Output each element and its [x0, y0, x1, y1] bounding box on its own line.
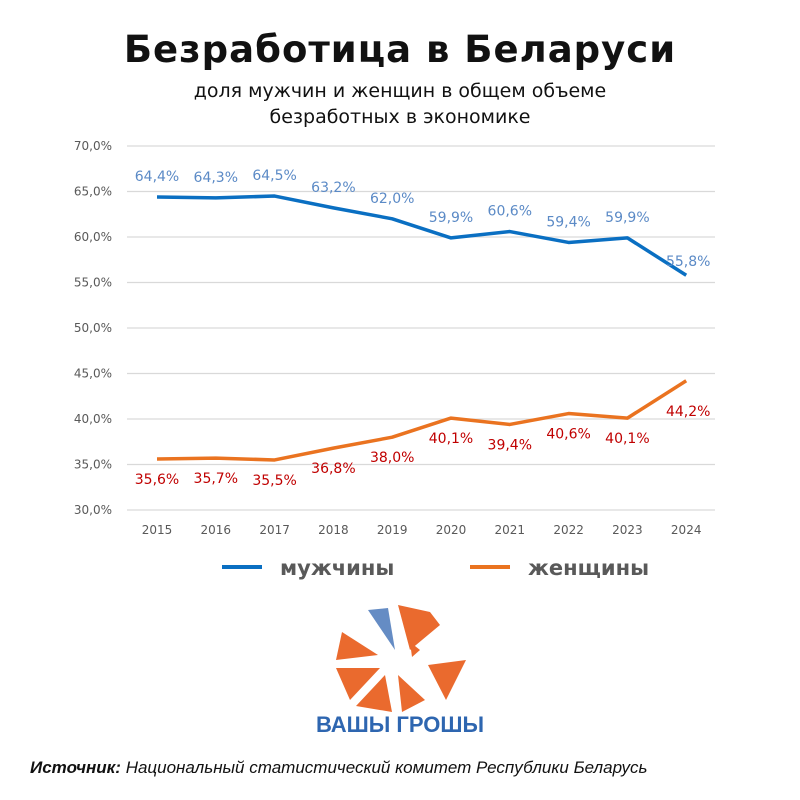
- data-label: 59,4%: [546, 214, 590, 230]
- data-label: 35,5%: [252, 473, 296, 489]
- x-tick-label: 2022: [553, 523, 584, 537]
- y-tick-label: 70,0%: [74, 139, 112, 153]
- data-label: 59,9%: [605, 210, 649, 226]
- y-tick-label: 55,0%: [74, 276, 112, 290]
- y-tick-label: 65,0%: [74, 185, 112, 199]
- x-tick-label: 2017: [259, 523, 290, 537]
- data-label: 55,8%: [666, 254, 710, 270]
- y-tick-label: 35,0%: [74, 458, 112, 472]
- data-label: 64,5%: [252, 168, 296, 184]
- x-tick-label: 2018: [318, 523, 349, 537]
- data-label: 44,2%: [666, 404, 710, 420]
- data-label: 40,1%: [429, 431, 473, 447]
- subtitle-line-1: доля мужчин и женщин в общем объеме: [193, 80, 607, 102]
- data-label: 40,6%: [546, 427, 590, 443]
- data-label: 64,3%: [194, 170, 238, 186]
- x-tick-label: 2016: [201, 523, 232, 537]
- page-title: Безработица в Беларуси: [123, 28, 677, 71]
- logo-text: ВАШЫ ГРОШЫ: [315, 712, 485, 737]
- y-tick-label: 45,0%: [74, 367, 112, 381]
- data-label: 39,4%: [488, 437, 532, 453]
- y-tick-label: 30,0%: [74, 503, 112, 517]
- subtitle-line-2: безработных в экономике: [269, 106, 531, 128]
- x-tick-label: 2021: [495, 523, 526, 537]
- series-line-men: [156, 194, 688, 277]
- line-chart: 70,0% 65,0% 60,0% 55,0% 50,0% 45,0% 40,0% 35,0%…: [74, 139, 715, 580]
- data-label: 35,6%: [135, 472, 179, 488]
- data-label: 60,6%: [488, 204, 532, 220]
- source-text: Национальный статистический комитет Респ…: [125, 758, 648, 777]
- data-label: 62,0%: [370, 191, 414, 207]
- x-tick-label: 2023: [612, 523, 643, 537]
- y-tick-label: 50,0%: [74, 321, 112, 335]
- data-label: 63,2%: [311, 180, 355, 196]
- data-label: 64,4%: [135, 169, 179, 185]
- legend-label: мужчины: [280, 556, 394, 580]
- data-label: 59,9%: [429, 210, 473, 226]
- x-tick-label: 2020: [436, 523, 467, 537]
- data-label: 36,8%: [311, 461, 355, 477]
- source-label: Источник:: [30, 758, 121, 777]
- data-label: 40,1%: [605, 431, 649, 447]
- y-tick-label: 40,0%: [74, 412, 112, 426]
- series-line-women: [156, 379, 688, 462]
- data-label: 35,7%: [194, 471, 238, 487]
- x-tick-label: 2015: [142, 523, 173, 537]
- legend-label: женщины: [528, 556, 649, 580]
- y-tick-label: 60,0%: [74, 230, 112, 244]
- logo-mark: [336, 605, 466, 712]
- x-tick-label: 2024: [671, 523, 702, 537]
- data-label: 38,0%: [370, 450, 414, 466]
- x-tick-label: 2019: [377, 523, 408, 537]
- source-note: Источник: Национальный статистический ко…: [30, 758, 647, 778]
